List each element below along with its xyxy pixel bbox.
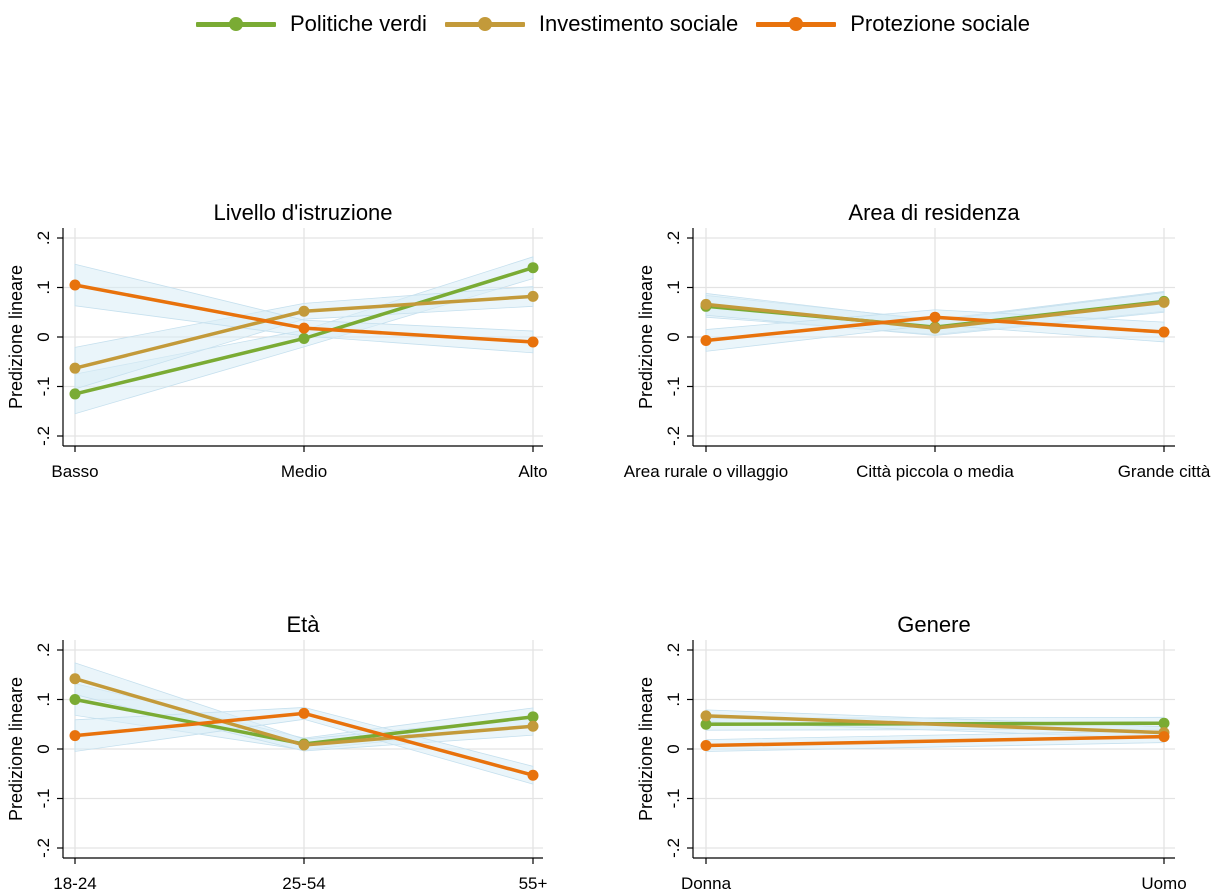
data-point-investimento-sociale-55 bbox=[527, 720, 539, 732]
y-tick-label: .1 bbox=[34, 692, 53, 706]
y-axis-title: Predizione lineare bbox=[636, 677, 656, 821]
panel-area-di-residenza: -.2 -.1 0 .1 .2 Area rurale o villaggio Città … bbox=[624, 200, 1211, 481]
panel-genere: -.2 -.1 0 .1 .2 Donna Uomo Predizione lineare Ge… bbox=[636, 612, 1187, 892]
series-line-protezione-sociale bbox=[705, 734, 1165, 748]
data-point-protezione-sociale-basso bbox=[69, 279, 81, 291]
y-tick-label: -.1 bbox=[34, 377, 53, 397]
y-tick-label: .2 bbox=[664, 643, 683, 657]
x-tick-label: Alto bbox=[518, 462, 547, 481]
y-tick-label: -.2 bbox=[664, 426, 683, 446]
data-point-protezione-sociale-alto bbox=[527, 336, 539, 348]
data-point-protezione-sociale-uomo bbox=[1158, 731, 1170, 743]
data-point-investimento-sociale-basso bbox=[69, 362, 81, 374]
data-point-investimento-sociale-citta-piccola-o-media bbox=[929, 322, 941, 334]
x-tick-label: Donna bbox=[681, 874, 732, 892]
data-point-politiche-verdi-alto bbox=[527, 262, 539, 274]
legend-item-politiche-verdi: Politiche verdi bbox=[195, 11, 427, 37]
data-point-protezione-sociale-18-24 bbox=[69, 730, 81, 742]
y-tick-label: -.1 bbox=[664, 789, 683, 809]
panel-title: Genere bbox=[897, 612, 970, 637]
x-tick-label: 18-24 bbox=[53, 874, 96, 892]
y-tick-label: -.2 bbox=[664, 838, 683, 858]
legend-item-protezione-sociale: Protezione sociale bbox=[756, 11, 1030, 37]
y-axis-title: Predizione lineare bbox=[636, 265, 656, 409]
y-tick-label: -.1 bbox=[664, 377, 683, 397]
data-point-investimento-sociale-18-24 bbox=[69, 673, 81, 685]
y-tick-label: .1 bbox=[664, 692, 683, 706]
data-point-protezione-sociale-medio bbox=[298, 322, 310, 334]
x-tick-label: Grande città bbox=[1118, 462, 1211, 481]
data-point-politiche-verdi-18-24 bbox=[69, 694, 81, 705]
data-point-investimento-sociale-alto bbox=[527, 290, 539, 302]
y-tick-label: -.2 bbox=[34, 838, 53, 858]
data-point-protezione-sociale-donna bbox=[700, 740, 712, 752]
x-tick-label: 55+ bbox=[519, 874, 548, 892]
chart-legend: Politiche verdi Investimento sociale Pro… bbox=[0, 4, 1226, 44]
x-tick-label: 25-54 bbox=[282, 874, 325, 892]
y-tick-label: 0 bbox=[664, 744, 683, 753]
series-line-investimento-sociale bbox=[705, 714, 1165, 735]
data-point-politiche-verdi-donna bbox=[700, 718, 712, 730]
y-tick-label: -.1 bbox=[34, 789, 53, 809]
legend-swatch-investimento-sociale bbox=[444, 14, 525, 34]
legend-swatch-protezione-sociale bbox=[756, 14, 837, 34]
legend-label-politiche-verdi: Politiche verdi bbox=[289, 11, 427, 36]
y-tick-label: -.2 bbox=[34, 426, 53, 446]
y-tick-label: 0 bbox=[34, 332, 53, 341]
x-tick-label: Città piccola o media bbox=[856, 462, 1014, 481]
y-axis-title: Predizione lineare bbox=[6, 677, 26, 821]
data-point-investimento-sociale-area-rurale-o-villaggio bbox=[700, 298, 712, 310]
data-point-protezione-sociale-55 bbox=[527, 769, 539, 781]
y-tick-label: .1 bbox=[664, 280, 683, 294]
y-tick-label: .2 bbox=[664, 231, 683, 245]
x-tick-label: Medio bbox=[281, 462, 327, 481]
panel-livello-d-istruzione: -.2 -.1 0 .1 .2 Basso Medio Alto Predizione line… bbox=[6, 200, 548, 481]
ci-band-protezione-sociale bbox=[74, 263, 534, 354]
y-axis-title: Predizione lineare bbox=[6, 265, 26, 409]
data-point-protezione-sociale-area-rurale-o-villaggio bbox=[700, 334, 712, 346]
x-tick-label: Uomo bbox=[1141, 874, 1186, 892]
y-tick-label: 0 bbox=[664, 332, 683, 341]
legend-label-protezione-sociale: Protezione sociale bbox=[850, 11, 1031, 36]
data-point-politiche-verdi-medio bbox=[298, 332, 310, 344]
y-tick-label: .1 bbox=[34, 280, 53, 294]
legend-swatch-politiche-verdi bbox=[195, 14, 276, 34]
data-point-politiche-verdi-uomo bbox=[1158, 717, 1170, 729]
data-point-investimento-sociale-donna bbox=[700, 710, 712, 722]
data-point-investimento-sociale-25-54 bbox=[298, 739, 310, 751]
panel-eta: -.2 -.1 0 .1 .2 18-24 25-54 55+ Predizione linea… bbox=[6, 612, 547, 892]
ci-band-protezione-sociale bbox=[74, 707, 534, 785]
data-point-politiche-verdi-55 bbox=[527, 711, 539, 723]
x-tick-label: Area rurale o villaggio bbox=[624, 462, 788, 481]
data-point-protezione-sociale-25-54 bbox=[298, 707, 310, 719]
panel-title: Livello d'istruzione bbox=[213, 200, 392, 225]
panel-title: Età bbox=[286, 612, 320, 637]
y-tick-label: .2 bbox=[34, 231, 53, 245]
panel-title: Area di residenza bbox=[848, 200, 1020, 225]
legend-label-investimento-sociale: Investimento sociale bbox=[538, 11, 739, 36]
y-tick-label: 0 bbox=[34, 744, 53, 753]
y-tick-label: .2 bbox=[34, 643, 53, 657]
data-point-investimento-sociale-medio bbox=[298, 305, 310, 317]
legend-item-investimento-sociale: Investimento sociale bbox=[444, 11, 739, 37]
ci-band-protezione-sociale bbox=[705, 309, 1165, 352]
data-point-protezione-sociale-citta-piccola-o-media bbox=[929, 311, 941, 323]
data-point-investimento-sociale-grande-citta bbox=[1158, 296, 1170, 308]
data-point-politiche-verdi-basso bbox=[69, 388, 81, 400]
x-tick-label: Basso bbox=[51, 462, 98, 481]
data-point-protezione-sociale-grande-citta bbox=[1158, 326, 1170, 338]
